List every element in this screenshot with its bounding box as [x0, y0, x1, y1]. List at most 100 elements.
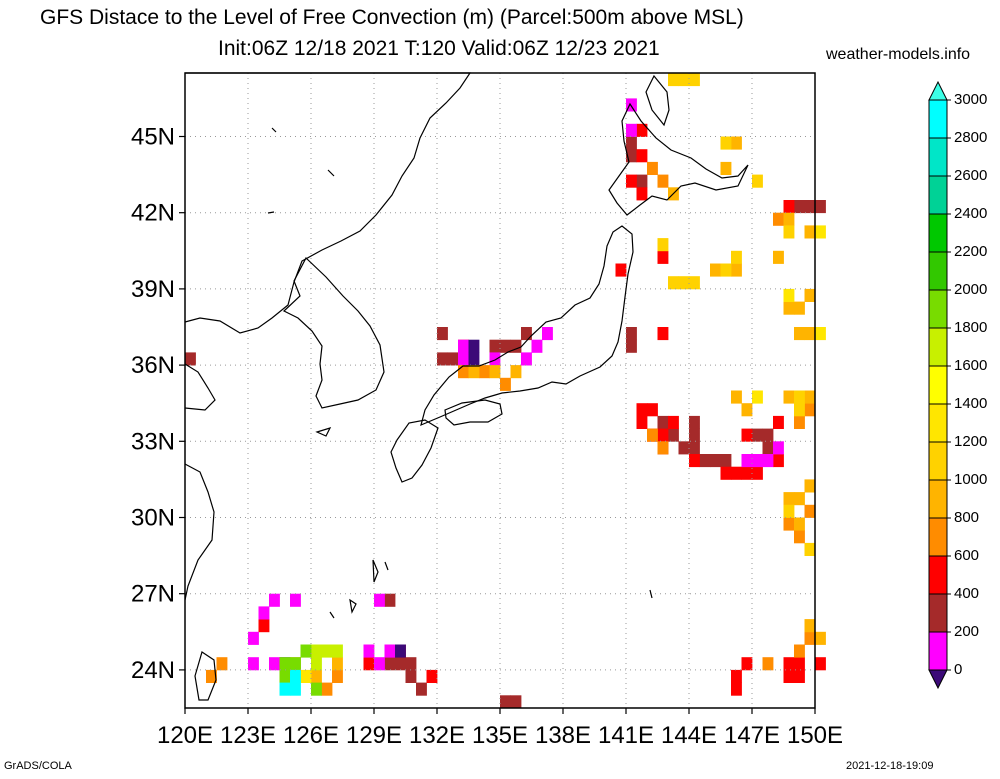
x-tick-label: 138E [535, 722, 591, 749]
field-cell [626, 327, 637, 341]
field-cell [279, 669, 291, 683]
coastline-taiwan [194, 651, 217, 701]
field-cell [689, 441, 700, 455]
coastlines [184, 72, 749, 701]
field-cell [773, 454, 784, 468]
field-cell [363, 657, 375, 671]
field-cell [321, 682, 333, 696]
field-cell [216, 657, 228, 671]
field-cell [783, 390, 795, 404]
field-cell [542, 327, 553, 341]
field-cell [395, 644, 406, 658]
field-cell [647, 403, 658, 417]
field-cell [794, 492, 805, 506]
field-cell [794, 530, 805, 544]
field-cell [321, 644, 333, 658]
field-cell [489, 365, 501, 379]
field-cell [815, 200, 826, 214]
field-cell [510, 339, 522, 353]
field-cell [804, 327, 816, 341]
field-cell [206, 669, 217, 683]
y-tick-label: 39N [131, 276, 175, 303]
generated-timestamp: 2021-12-18-19:09 [846, 760, 934, 772]
field-cell [489, 339, 501, 353]
field-cell [279, 682, 291, 696]
field-cell [731, 682, 742, 696]
field-cell [783, 225, 795, 239]
field-cell [783, 657, 795, 671]
x-tick-label: 135E [472, 722, 528, 749]
field-cell [720, 454, 732, 468]
colorbar-label: 800 [954, 509, 980, 526]
colorbar-label: 1600 [954, 357, 988, 374]
colorbar-swatch [928, 251, 948, 291]
field-cell [783, 669, 795, 683]
field-cell [720, 263, 732, 277]
field-cell [531, 339, 543, 353]
colorbar-label: 1400 [954, 395, 988, 412]
field-cell [731, 263, 742, 277]
colorbar-label: 2200 [954, 243, 988, 260]
field-cell [510, 695, 522, 709]
field-cell [783, 212, 795, 226]
field-cell [636, 403, 648, 417]
colorbar-label: 0 [954, 661, 963, 678]
field-cell [290, 682, 301, 696]
colorbar-swatch [928, 479, 948, 519]
colorbar-swatch [928, 631, 948, 671]
field-cell [437, 352, 448, 366]
field-cell [689, 73, 700, 87]
field-cell [815, 657, 826, 671]
field-cell [762, 454, 774, 468]
colorbar-label: 200 [954, 623, 980, 640]
field-cell [678, 276, 690, 290]
x-tick-label: 144E [661, 722, 717, 749]
field-cell [741, 428, 753, 442]
field-cell [185, 352, 196, 366]
coastline-mainland [184, 72, 472, 334]
field-cell [458, 339, 469, 353]
field-cell [300, 644, 312, 658]
colorbar-bottom-arrow [928, 669, 948, 690]
field-cell [710, 263, 721, 277]
field-cell [794, 415, 805, 429]
field-cell [248, 657, 259, 671]
coastline-hokkaido [608, 102, 749, 216]
field-cell [804, 631, 816, 645]
site-credit: weather-models.info [826, 46, 971, 63]
field-cell [458, 365, 469, 379]
field-cell [815, 225, 826, 239]
colorbar-top-arrow [928, 80, 948, 101]
field-cell [405, 669, 417, 683]
field-cell [804, 403, 816, 417]
field-cell [468, 365, 480, 379]
y-tick-label: 30N [131, 505, 175, 532]
colorbar-label: 2800 [954, 129, 988, 146]
field-cell [384, 657, 396, 671]
field-cell [668, 415, 679, 429]
field-cell [773, 415, 784, 429]
field-cell [615, 263, 627, 277]
field-cell [794, 327, 805, 341]
field-cell [657, 415, 669, 429]
field-cell [332, 644, 343, 658]
field-cell [783, 301, 795, 315]
field-cell [773, 441, 784, 455]
field-cell [752, 390, 763, 404]
field-cell [500, 339, 511, 353]
field-cell [636, 174, 648, 188]
field-cell [332, 669, 343, 683]
field-cell [699, 454, 711, 468]
field-cell [762, 657, 774, 671]
field-cell [657, 428, 669, 442]
x-tick-label: 132E [409, 722, 465, 749]
field-cell [804, 542, 816, 556]
field-cell [258, 619, 270, 633]
field-cell [647, 428, 658, 442]
colorbar-swatch [928, 175, 948, 215]
field-cell [657, 441, 669, 455]
coastline-china-east [184, 363, 216, 601]
field-cell [762, 428, 774, 442]
field-cell [752, 454, 763, 468]
